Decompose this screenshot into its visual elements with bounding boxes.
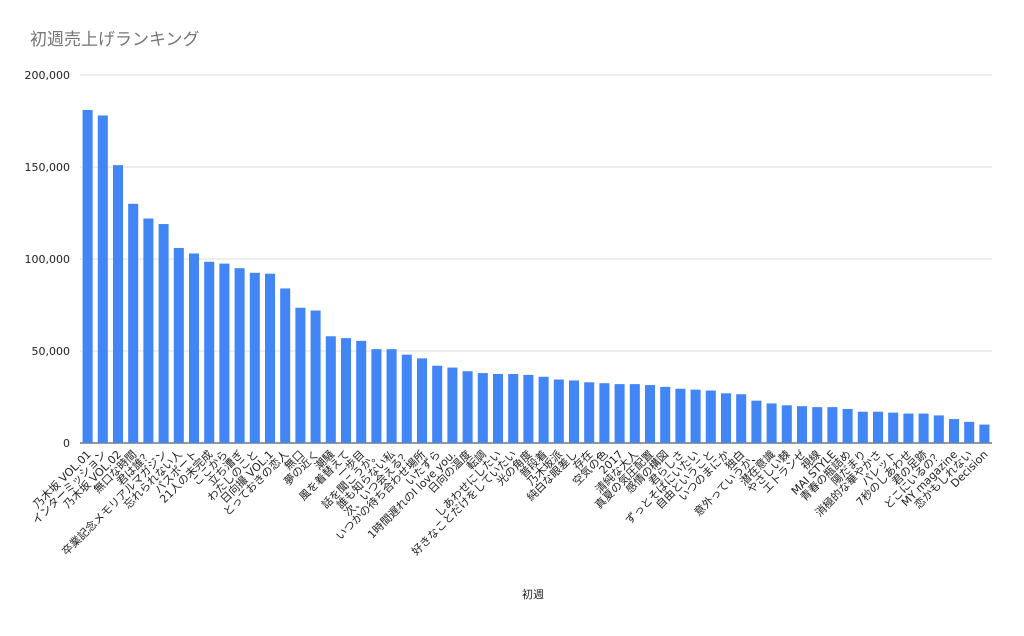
bar [234,268,245,443]
bar [477,373,488,443]
bar [325,336,336,443]
bar [933,415,944,443]
bar [371,349,382,443]
bar [660,386,671,443]
x-axis-label: 初週 [522,587,544,601]
bar [599,383,610,443]
bar [796,406,808,443]
bar [584,382,595,443]
bar [568,380,580,443]
y-tick-label: 100,000 [25,253,71,266]
bar [173,247,184,443]
bar [872,411,884,443]
bar [340,338,352,443]
bar [462,371,473,443]
bar [948,419,960,443]
bar [295,307,306,443]
bar [766,403,777,443]
bar [690,389,701,443]
bar [675,388,686,443]
y-tick-label: 150,000 [25,161,71,174]
bar [751,400,762,443]
bar [188,253,200,443]
bar [720,393,732,443]
y-tick-label: 50,000 [32,345,71,358]
bar [538,376,549,443]
bar [112,165,124,443]
bar [280,288,291,443]
bar [812,407,823,443]
bar [447,367,458,443]
bar [888,412,899,443]
bar [736,394,747,443]
bar [310,310,321,443]
bar [827,407,838,443]
bar [264,273,276,443]
bar [903,413,914,443]
bar [82,109,93,444]
bar [705,390,716,443]
bar [553,379,564,443]
chart-title: 初週売上げランキング [30,30,200,50]
bar [128,203,139,443]
bar [857,411,868,443]
bar [523,374,534,443]
bar [842,408,853,443]
bar [249,272,260,443]
bar [386,349,397,443]
bar [781,405,792,443]
y-tick-label: 0 [63,437,70,450]
bar [979,424,990,443]
bar [964,421,975,443]
bar [508,374,519,443]
y-tick-label: 200,000 [25,69,71,82]
bar [219,263,230,443]
bar [356,340,367,443]
bar [143,218,154,443]
bar [97,115,108,443]
bar [158,224,169,443]
bar [432,365,443,443]
bar [416,358,428,443]
bar [614,384,625,443]
bar [401,354,412,443]
bar [644,385,656,443]
bar [492,374,504,443]
bar [918,413,929,443]
bar [629,384,640,443]
bar [204,261,215,443]
